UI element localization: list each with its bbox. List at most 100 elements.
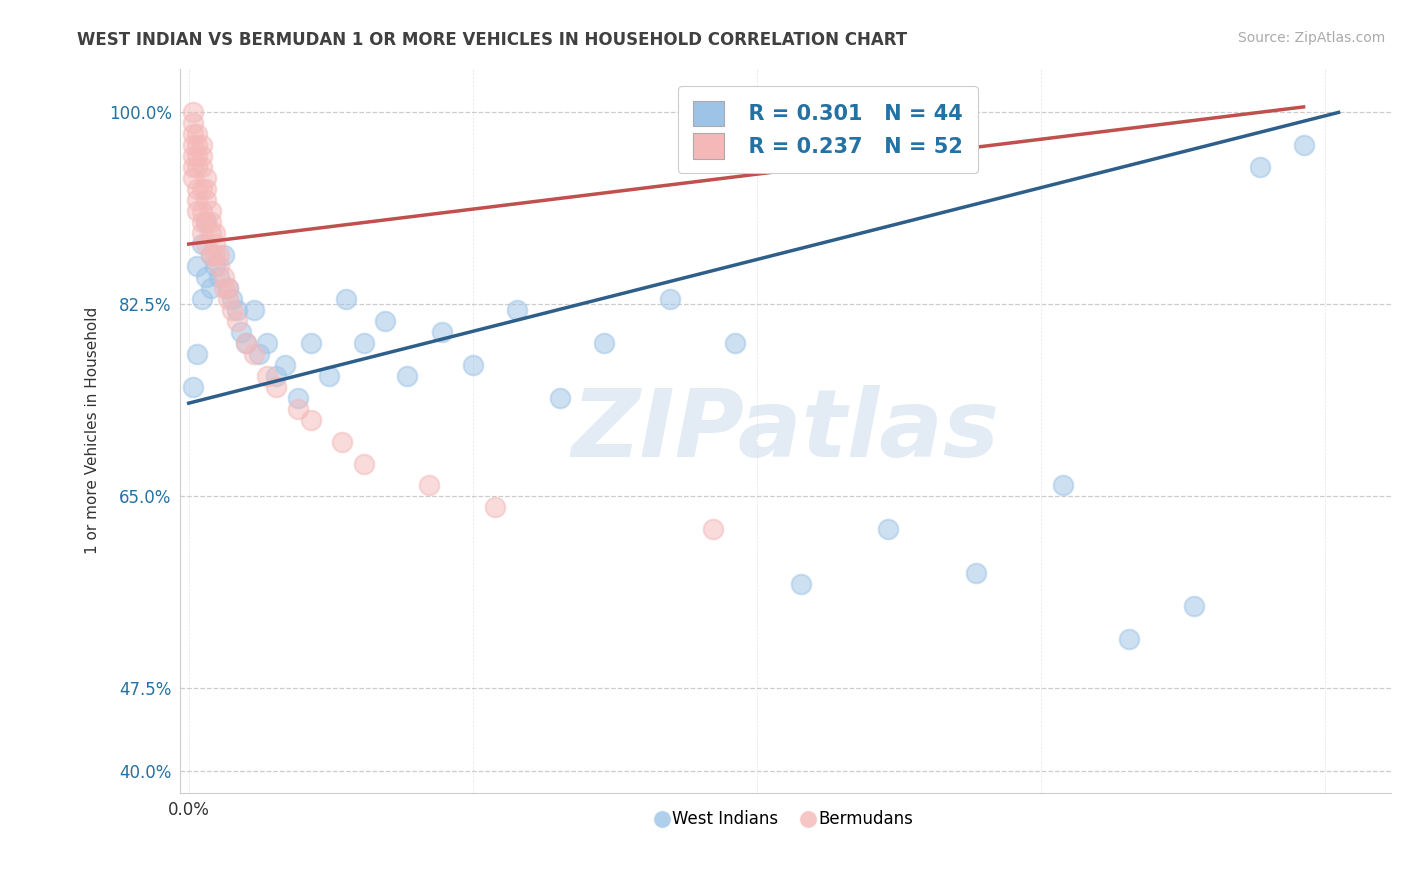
- Point: [299, 412, 322, 426]
- Point: [235, 335, 257, 350]
- Point: [181, 161, 204, 175]
- Point: [186, 161, 208, 175]
- Legend: West Indians, Bermudans: West Indians, Bermudans: [651, 804, 920, 835]
- Point: [432, 325, 454, 339]
- Point: [593, 335, 616, 350]
- Point: [461, 358, 484, 372]
- Point: [186, 149, 208, 163]
- Point: [191, 138, 214, 153]
- Point: [235, 335, 257, 350]
- Point: [505, 302, 527, 317]
- Point: [374, 314, 396, 328]
- Point: [1292, 138, 1315, 153]
- Point: [195, 193, 218, 207]
- Point: [204, 248, 226, 262]
- Point: [208, 248, 231, 262]
- Point: [181, 128, 204, 142]
- Point: [790, 577, 813, 591]
- Text: Source: ZipAtlas.com: Source: ZipAtlas.com: [1237, 31, 1385, 45]
- Point: [191, 226, 214, 240]
- Point: [186, 204, 208, 219]
- Point: [396, 368, 419, 383]
- Point: [208, 259, 231, 273]
- Point: [191, 215, 214, 229]
- Point: [877, 522, 900, 536]
- Point: [191, 182, 214, 196]
- Point: [200, 248, 222, 262]
- Point: [264, 380, 287, 394]
- Point: [225, 302, 247, 317]
- Point: [186, 182, 208, 196]
- Point: [200, 248, 222, 262]
- Point: [181, 138, 204, 153]
- Point: [256, 368, 278, 383]
- Point: [200, 281, 222, 295]
- Point: [212, 281, 235, 295]
- Point: [217, 292, 239, 306]
- Point: [225, 314, 247, 328]
- Point: [965, 566, 987, 581]
- Point: [191, 161, 214, 175]
- Point: [181, 380, 204, 394]
- Y-axis label: 1 or more Vehicles in Household: 1 or more Vehicles in Household: [86, 307, 100, 554]
- Point: [484, 500, 506, 515]
- Point: [200, 215, 222, 229]
- Point: [200, 226, 222, 240]
- Point: [191, 149, 214, 163]
- Point: [204, 226, 226, 240]
- Point: [191, 237, 214, 252]
- Point: [195, 171, 218, 186]
- Point: [550, 391, 572, 405]
- Point: [208, 270, 231, 285]
- Point: [181, 105, 204, 120]
- Point: [335, 292, 357, 306]
- Point: [243, 347, 266, 361]
- Point: [195, 182, 218, 196]
- Point: [181, 116, 204, 130]
- Point: [353, 457, 375, 471]
- Point: [231, 325, 253, 339]
- Point: [221, 302, 243, 317]
- Point: [191, 204, 214, 219]
- Point: [195, 215, 218, 229]
- Text: ZIPatlas: ZIPatlas: [571, 384, 1000, 476]
- Point: [299, 335, 322, 350]
- Point: [195, 237, 218, 252]
- Point: [256, 335, 278, 350]
- Point: [186, 128, 208, 142]
- Point: [204, 237, 226, 252]
- Point: [186, 347, 208, 361]
- Point: [353, 335, 375, 350]
- Text: WEST INDIAN VS BERMUDAN 1 OR MORE VEHICLES IN HOUSEHOLD CORRELATION CHART: WEST INDIAN VS BERMUDAN 1 OR MORE VEHICL…: [77, 31, 907, 49]
- Point: [217, 281, 239, 295]
- Point: [186, 193, 208, 207]
- Point: [186, 138, 208, 153]
- Point: [1182, 599, 1205, 614]
- Point: [247, 347, 270, 361]
- Point: [181, 149, 204, 163]
- Point: [221, 292, 243, 306]
- Point: [287, 391, 309, 405]
- Point: [204, 259, 226, 273]
- Point: [195, 270, 218, 285]
- Point: [186, 259, 208, 273]
- Point: [191, 292, 214, 306]
- Point: [724, 335, 747, 350]
- Point: [274, 358, 297, 372]
- Point: [702, 522, 724, 536]
- Point: [212, 270, 235, 285]
- Point: [200, 204, 222, 219]
- Point: [181, 171, 204, 186]
- Point: [1118, 632, 1140, 646]
- Point: [287, 401, 309, 416]
- Point: [418, 478, 440, 492]
- Point: [212, 248, 235, 262]
- Point: [243, 302, 266, 317]
- Point: [217, 281, 239, 295]
- Point: [195, 215, 218, 229]
- Point: [330, 434, 353, 449]
- Point: [318, 368, 340, 383]
- Point: [264, 368, 287, 383]
- Point: [1052, 478, 1074, 492]
- Point: [658, 292, 681, 306]
